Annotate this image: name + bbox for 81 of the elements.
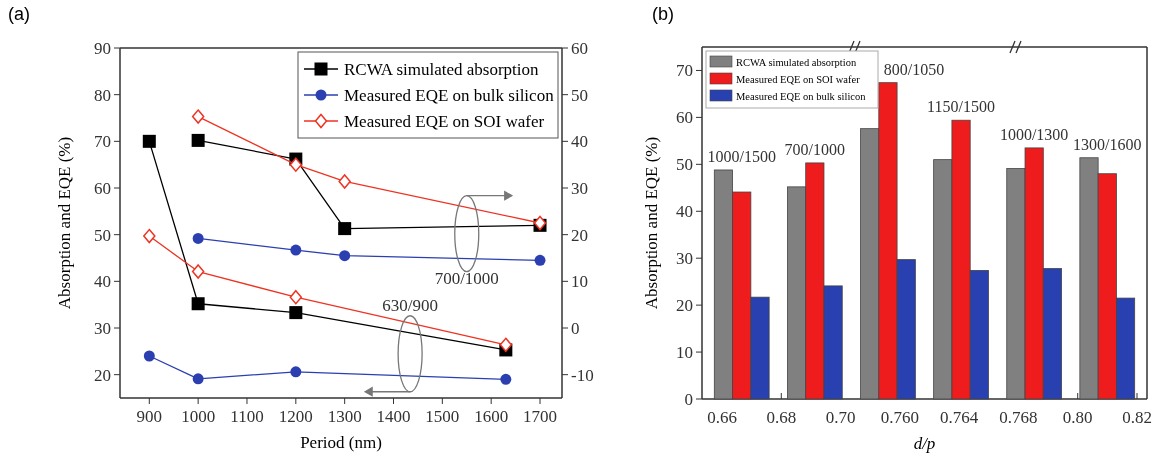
- legend-label: RCWA simulated absorption: [344, 59, 540, 79]
- x-axis-title: Period (nm): [300, 433, 382, 452]
- y-tick-label: 10: [676, 343, 693, 363]
- legend-label: Measured EQE on bulk silicon: [344, 85, 555, 105]
- text: 0.70: [825, 408, 856, 427]
- text: 0.68: [766, 408, 797, 427]
- legend-label: Measured EQE on SOI wafer: [736, 73, 861, 85]
- x-tick-label: 1000/1500: [707, 147, 776, 165]
- chart-title: (a): [8, 4, 30, 24]
- point: [499, 337, 513, 353]
- point: [191, 297, 205, 311]
- y-tick-label: 60: [676, 108, 693, 128]
- y-tick-label: 50: [676, 155, 693, 175]
- point: [143, 228, 156, 244]
- x-tick-label: 1700: [523, 407, 558, 426]
- x-tick-label: 900: [136, 407, 163, 426]
- point: [191, 109, 205, 124]
- legend-label: Measured EQE on SOI wafer: [344, 111, 545, 131]
- point: [289, 157, 303, 172]
- point: [191, 133, 205, 147]
- y2-tick-label: 60: [571, 38, 588, 58]
- text: 0.66: [707, 408, 737, 427]
- x-tick-label: 1100: [230, 407, 264, 426]
- y2-tick-label: -10: [571, 365, 594, 385]
- y-tick-label: 50: [94, 225, 111, 245]
- y-axis-title: Absorption and EQE (%): [642, 136, 661, 310]
- point: [192, 373, 204, 385]
- x-axis-title: d/p: [913, 434, 936, 453]
- point: [290, 366, 302, 378]
- text: 0.768: [999, 408, 1038, 427]
- y-tick-label: 0: [684, 389, 693, 409]
- y-tick-label: 90: [94, 38, 111, 58]
- x-tick-label: 1200: [278, 407, 313, 426]
- point: [338, 174, 351, 189]
- annotation: 700/1000: [434, 268, 499, 288]
- x-tick-label: 1000: [181, 407, 216, 426]
- point: [500, 373, 512, 385]
- point: [143, 350, 155, 362]
- y-tick-label: 70: [94, 132, 111, 152]
- y-tick-label: 40: [676, 202, 693, 222]
- x-tick-label: 1300/1600: [1073, 135, 1142, 153]
- y-tick-label: 30: [94, 318, 111, 338]
- x-tick-label: 800/1050: [883, 60, 945, 78]
- point: [338, 222, 352, 236]
- y-tick-label: 70: [676, 61, 693, 81]
- y2-tick-label: 50: [571, 85, 588, 105]
- annotation: 630/900: [382, 295, 438, 315]
- y-tick-label: 20: [94, 365, 111, 385]
- y-tick-label: 30: [676, 249, 693, 269]
- point: [191, 264, 205, 279]
- text: 0.82: [1122, 408, 1152, 427]
- y-tick-label: 60: [94, 178, 111, 198]
- legend-label: Measured EQE on bulk silicon: [736, 90, 867, 102]
- x-tick-label: 1000/1300: [999, 125, 1069, 143]
- y-tick-label: 80: [94, 85, 111, 105]
- point: [339, 250, 351, 262]
- y2-tick-label: 40: [571, 132, 588, 152]
- y2-tick-label: 0: [571, 318, 580, 338]
- point: [289, 306, 303, 320]
- chart-title: (b): [652, 4, 674, 24]
- legend-label: RCWA simulated absorption: [736, 56, 857, 68]
- y-tick-label: 40: [94, 272, 111, 292]
- point: [289, 289, 303, 305]
- text: 0.764: [940, 408, 979, 427]
- text: 0.760: [880, 408, 919, 427]
- x-tick-label: 1500: [425, 407, 460, 426]
- y-axis-title: Absorption and EQE (%): [55, 136, 74, 310]
- x-tick-label: 700/1000: [784, 140, 846, 158]
- y2-tick-label: 30: [571, 178, 588, 198]
- x-tick-label: 1150/1500: [927, 98, 995, 116]
- point: [290, 244, 302, 256]
- point: [192, 232, 204, 244]
- x-tick-label: 1600: [474, 407, 509, 426]
- y2-tick-label: 10: [571, 272, 588, 292]
- point: [534, 254, 546, 266]
- text: 0.80: [1062, 408, 1093, 427]
- x-tick-label: 1300: [327, 407, 362, 426]
- x-tick-label: 1400: [376, 407, 411, 426]
- y2-tick-label: 20: [571, 225, 588, 245]
- y-tick-label: 20: [676, 296, 693, 316]
- point: [142, 134, 156, 148]
